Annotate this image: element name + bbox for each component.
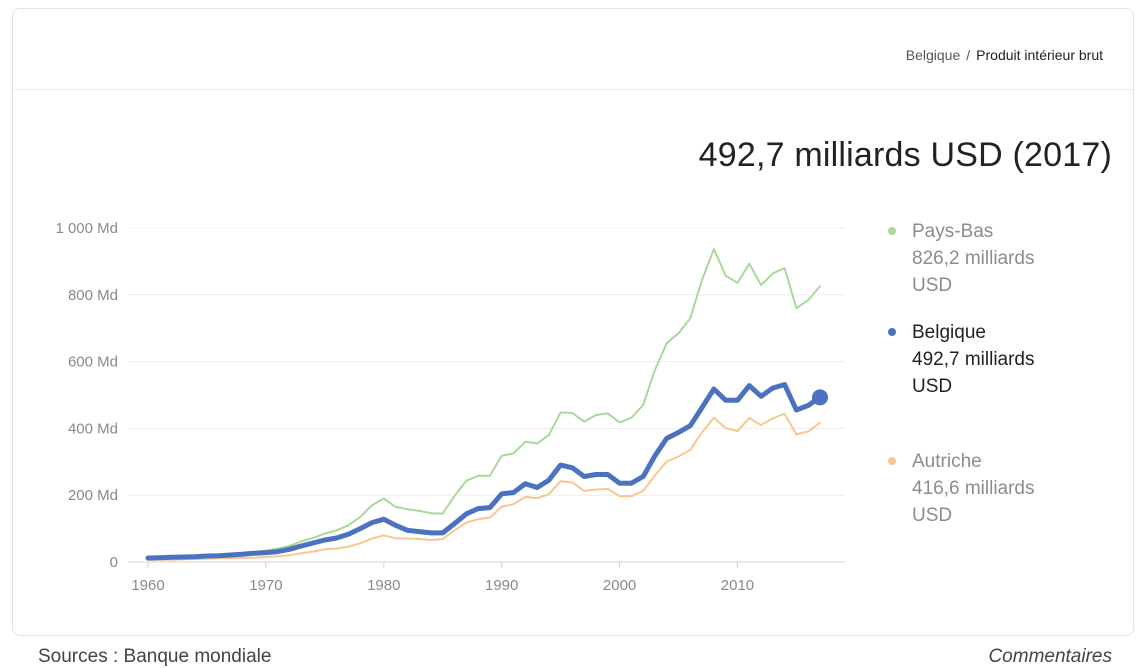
- y-tick-label: 800 Md: [68, 287, 118, 304]
- legend-dot-icon: [888, 457, 896, 465]
- series-line-pays-bas: [147, 248, 821, 559]
- legend: Pays-Bas 826,2 milliards USD Belgique 49…: [888, 218, 1128, 529]
- legend-series-value: 826,2 milliards: [912, 248, 1035, 269]
- legend-dot-icon: [888, 328, 896, 336]
- legend-dot-icon: [888, 227, 896, 235]
- x-tick-label: 1970: [249, 577, 282, 594]
- legend-series-unit: USD: [912, 376, 953, 397]
- card-header: Belgique / Produit intérieur brut: [13, 9, 1133, 90]
- highlight-point: [812, 389, 828, 406]
- chart-card: Belgique / Produit intérieur brut: [12, 8, 1134, 636]
- legend-item-autriche[interactable]: Autriche 416,6 milliards USD: [888, 448, 1128, 529]
- y-tick-label: 1 000 Md: [55, 220, 118, 237]
- breadcrumb-indicator: Produit intérieur brut: [976, 47, 1103, 63]
- series-line-autriche: [147, 412, 821, 561]
- legend-series-value: 492,7 milliards: [912, 349, 1035, 370]
- breadcrumb-country-link[interactable]: Belgique: [905, 47, 961, 63]
- x-tick-label: 1990: [485, 577, 518, 594]
- legend-item-pays-bas[interactable]: Pays-Bas 826,2 milliards USD: [888, 218, 1128, 299]
- feedback-link[interactable]: Commentaires: [988, 646, 1112, 667]
- legend-item-belgique[interactable]: Belgique 492,7 milliards USD: [888, 319, 1128, 400]
- legend-series-unit: USD: [912, 505, 953, 526]
- legend-series-name: Pays-Bas: [912, 221, 994, 242]
- x-tick-label: 1960: [131, 577, 164, 594]
- x-tick-label: 1980: [367, 577, 400, 594]
- legend-series-value: 416,6 milliards: [912, 478, 1035, 499]
- breadcrumb: Belgique / Produit intérieur brut: [906, 47, 1103, 63]
- headline-value: 492,7 milliards USD (2017): [698, 136, 1112, 174]
- legend-series-unit: USD: [912, 275, 953, 296]
- x-tick-label: 2010: [721, 577, 754, 594]
- sources-note: Sources : Banque mondiale: [38, 646, 272, 667]
- y-tick-label: 200 Md: [68, 487, 118, 504]
- legend-series-name: Autriche: [912, 451, 982, 472]
- y-tick-label: 400 Md: [68, 420, 118, 437]
- series-line-belgique: [145, 382, 823, 561]
- breadcrumb-separator: /: [966, 47, 971, 63]
- y-tick-label: 0: [110, 554, 118, 571]
- legend-series-name: Belgique: [912, 322, 986, 343]
- x-tick-label: 2000: [603, 577, 636, 594]
- y-tick-label: 600 Md: [68, 354, 118, 371]
